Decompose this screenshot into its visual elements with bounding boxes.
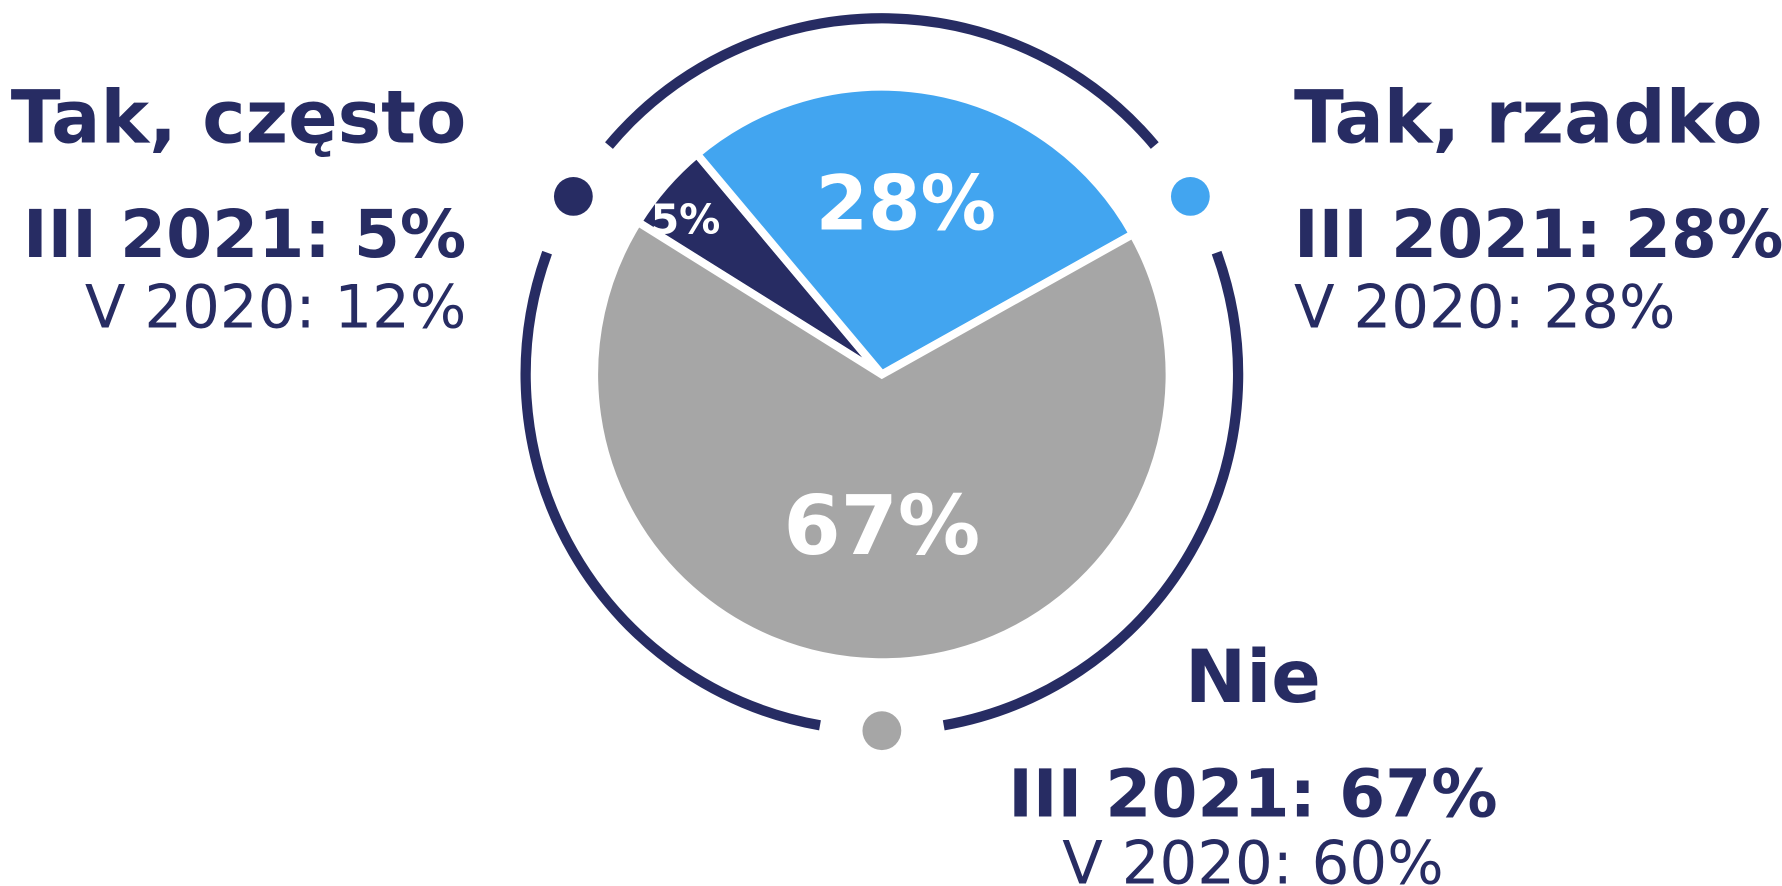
outer-ring	[520, 250, 821, 731]
legend-title: Nie	[1185, 635, 1321, 720]
outer-ring	[605, 13, 1159, 149]
legend-previous: V 2020: 60%	[1062, 830, 1443, 886]
value-label: 28%	[816, 160, 996, 248]
legend-dot	[1170, 176, 1210, 216]
value-label: 5%	[651, 196, 721, 244]
pie-slice	[691, 82, 1139, 380]
pie-slice	[590, 216, 1174, 667]
legend-previous: V 2020: 12%	[85, 274, 466, 343]
outer-ring	[942, 250, 1244, 731]
legend-dot	[862, 711, 902, 751]
legend-previous: V 2020: 28%	[1294, 274, 1675, 343]
legend-current: III 2021: 28%	[1294, 196, 1782, 273]
legend-title: Tak, rzadko	[1294, 76, 1762, 161]
legend-dot	[553, 176, 593, 216]
legend-current: III 2021: 67%	[1008, 755, 1497, 832]
legend-current: III 2021: 5%	[23, 196, 466, 273]
legend-title: Tak, często	[11, 76, 467, 161]
value-label: 67%	[783, 479, 980, 574]
